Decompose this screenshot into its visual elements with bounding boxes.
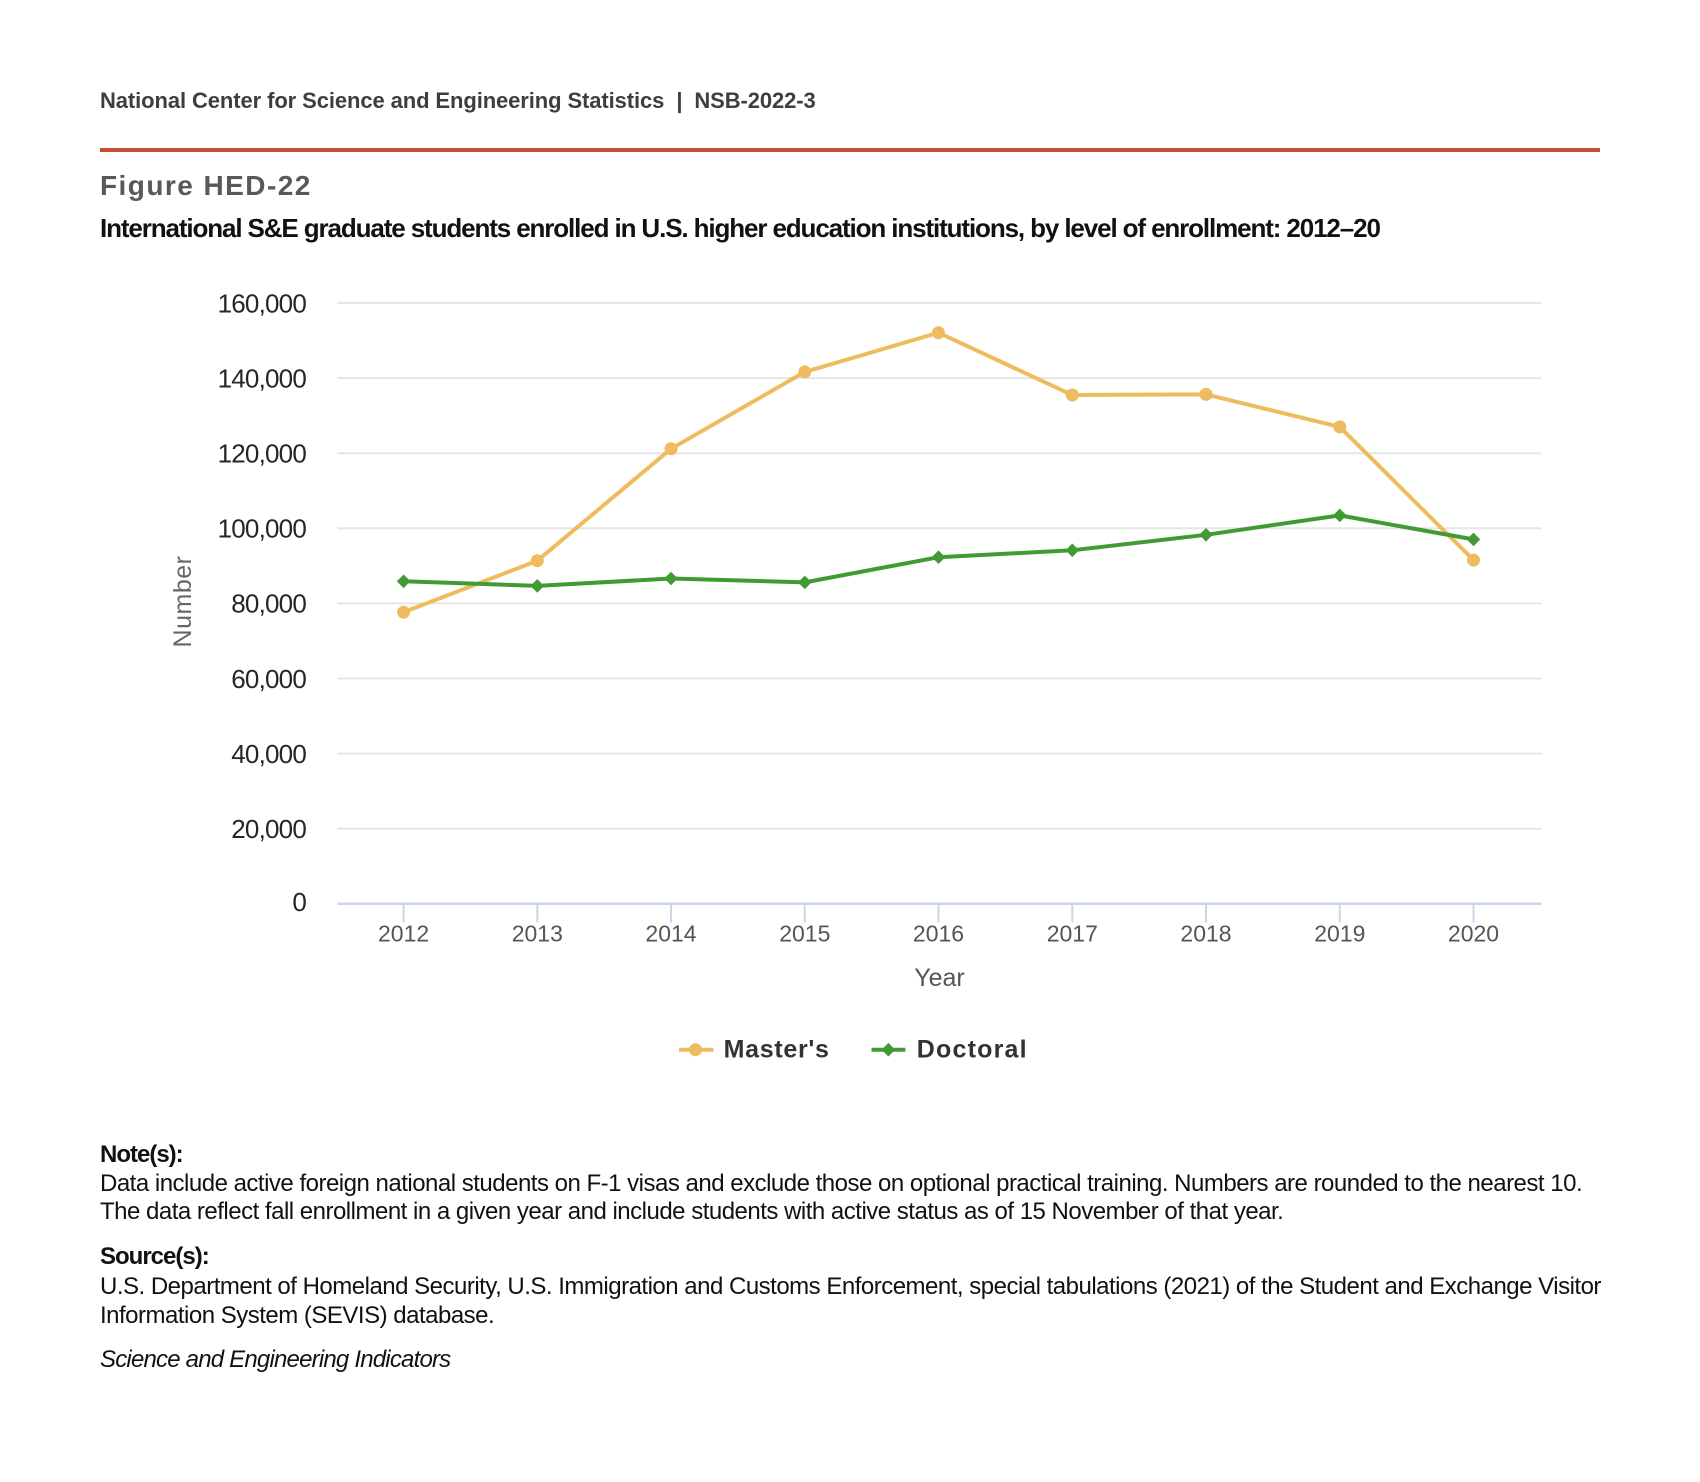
- svg-text:140,000: 140,000: [218, 363, 307, 393]
- svg-text:2014: 2014: [645, 921, 696, 947]
- svg-text:2016: 2016: [913, 921, 964, 947]
- svg-text:2017: 2017: [1047, 921, 1098, 947]
- svg-text:2018: 2018: [1180, 921, 1231, 947]
- svg-text:100,000: 100,000: [218, 514, 307, 544]
- svg-text:2013: 2013: [512, 921, 563, 947]
- svg-text:80,000: 80,000: [231, 589, 306, 619]
- svg-text:0: 0: [292, 887, 306, 917]
- svg-text:2020: 2020: [1448, 921, 1499, 947]
- svg-text:Number: Number: [169, 556, 197, 648]
- svg-text:Doctoral: Doctoral: [917, 1036, 1028, 1064]
- svg-text:Master's: Master's: [724, 1036, 830, 1064]
- svg-text:Year: Year: [914, 964, 965, 992]
- svg-text:160,000: 160,000: [218, 288, 307, 318]
- svg-text:40,000: 40,000: [231, 739, 306, 769]
- svg-text:60,000: 60,000: [231, 664, 306, 694]
- svg-text:2015: 2015: [779, 921, 830, 947]
- svg-text:2012: 2012: [378, 921, 429, 947]
- svg-text:20,000: 20,000: [231, 814, 306, 844]
- svg-text:2019: 2019: [1314, 921, 1365, 947]
- svg-text:120,000: 120,000: [218, 439, 307, 469]
